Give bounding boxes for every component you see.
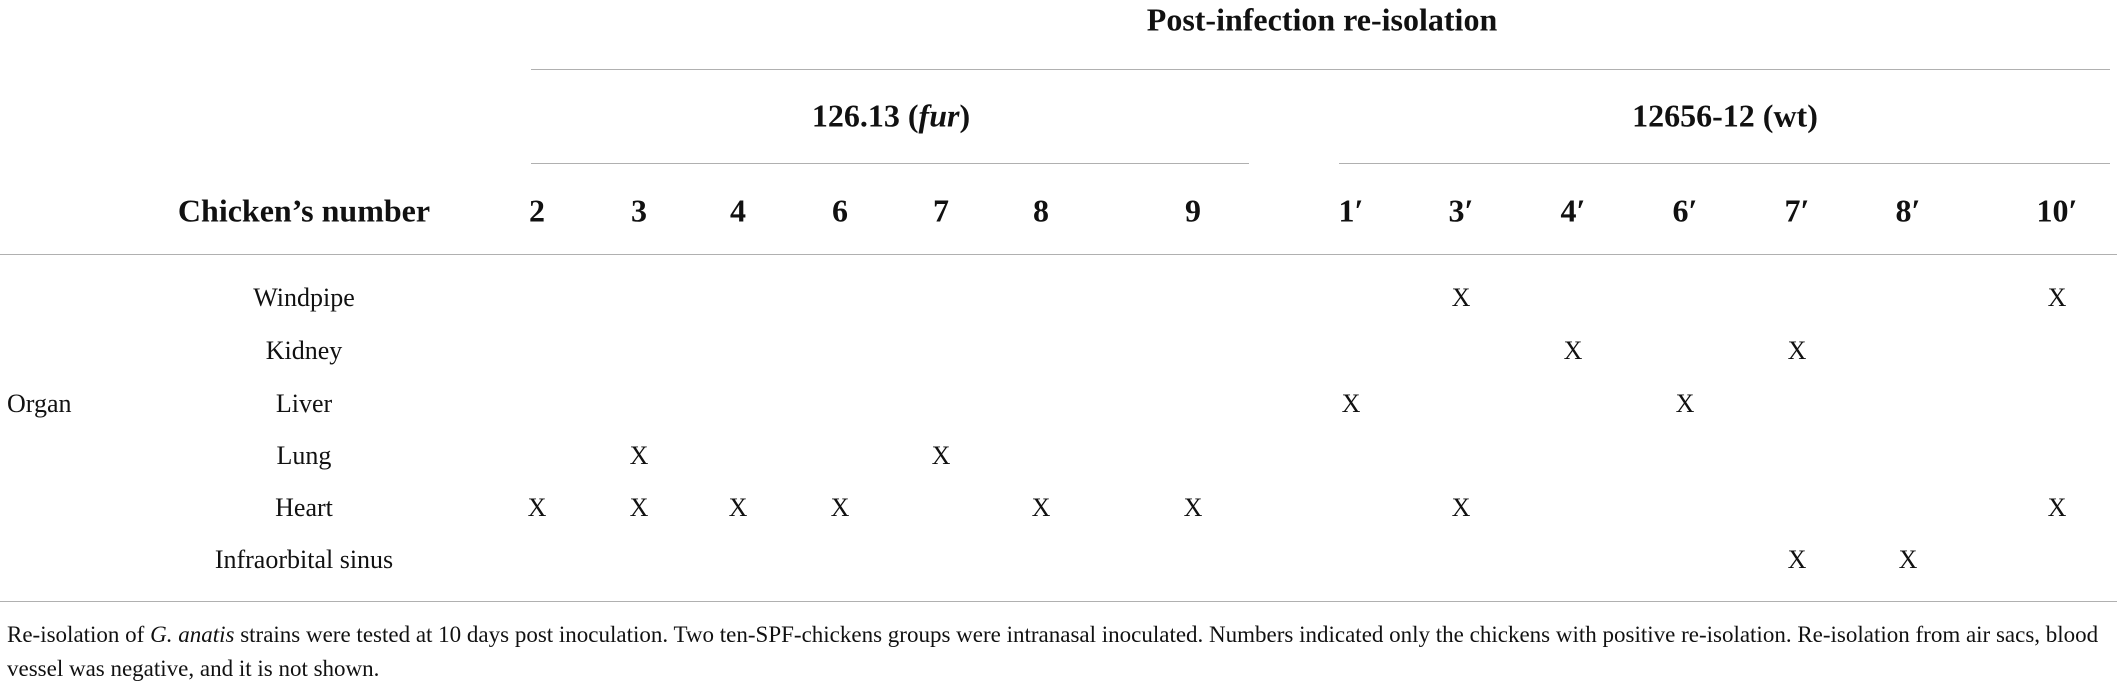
cell-mark: X [728, 493, 748, 522]
footnote: Re-isolation of G. anatis strains were t… [7, 618, 2112, 686]
column-header: 4 [730, 192, 746, 229]
row-label: Infraorbital sinus [214, 545, 394, 574]
row-label: Kidney [265, 336, 343, 365]
cell-mark: X [1675, 389, 1695, 418]
cell-mark: X [1563, 336, 1583, 365]
footnote-part: Re-isolation of [7, 622, 151, 647]
cell-mark: X [2047, 283, 2067, 312]
column-header: 10′ [2036, 192, 2078, 229]
column-header: 3′ [1448, 192, 1474, 229]
group-label: 126.13 (fur) [812, 98, 970, 135]
group-label-part: 12656-12 (wt) [1632, 97, 1818, 134]
column-header: 4′ [1560, 192, 1586, 229]
column-header: 3 [631, 192, 647, 229]
row-label: Heart [275, 493, 333, 522]
row-header: Chicken’s number [177, 192, 431, 229]
title: Post-infection re-isolation [1146, 1, 1498, 38]
column-header: 1′ [1338, 192, 1364, 229]
cell-mark: X [1898, 545, 1918, 574]
column-header: 6 [832, 192, 848, 229]
cell-mark: X [2047, 493, 2067, 522]
column-header: 7 [933, 192, 949, 229]
column-header: 8′ [1895, 192, 1921, 229]
footnote-part: strains were tested at 10 days post inoc… [7, 622, 2099, 681]
cell-mark: X [1341, 389, 1361, 418]
column-header: 9 [1185, 192, 1201, 229]
group-label-part: 126.13 ( [811, 97, 919, 134]
rule [1339, 163, 2110, 164]
footnote-part: G. anatis [150, 622, 235, 647]
cell-mark: X [527, 493, 547, 522]
cell-mark: X [1183, 493, 1203, 522]
cell-mark: X [629, 493, 649, 522]
group-label-part: ) [959, 97, 971, 134]
cell-mark: X [830, 493, 850, 522]
rule [531, 163, 1249, 164]
rule [0, 601, 2117, 602]
cell-mark: X [1787, 545, 1807, 574]
rule [531, 69, 2110, 70]
column-header: 6′ [1672, 192, 1698, 229]
column-header: 7′ [1784, 192, 1810, 229]
row-label: Windpipe [253, 283, 355, 312]
rule [0, 254, 2117, 255]
cell-mark: X [1451, 493, 1471, 522]
column-header: 2 [529, 192, 545, 229]
cell-mark: X [629, 441, 649, 470]
row-label: Liver [275, 389, 333, 418]
group-label: 12656-12 (wt) [1632, 98, 1818, 135]
row-group-label: Organ [7, 389, 72, 418]
cell-mark: X [1451, 283, 1471, 312]
row-label: Lung [276, 441, 332, 470]
group-label-part: fur [918, 97, 960, 134]
cell-mark: X [931, 441, 951, 470]
column-header: 8 [1033, 192, 1049, 229]
cell-mark: X [1031, 493, 1051, 522]
cell-mark: X [1787, 336, 1807, 365]
